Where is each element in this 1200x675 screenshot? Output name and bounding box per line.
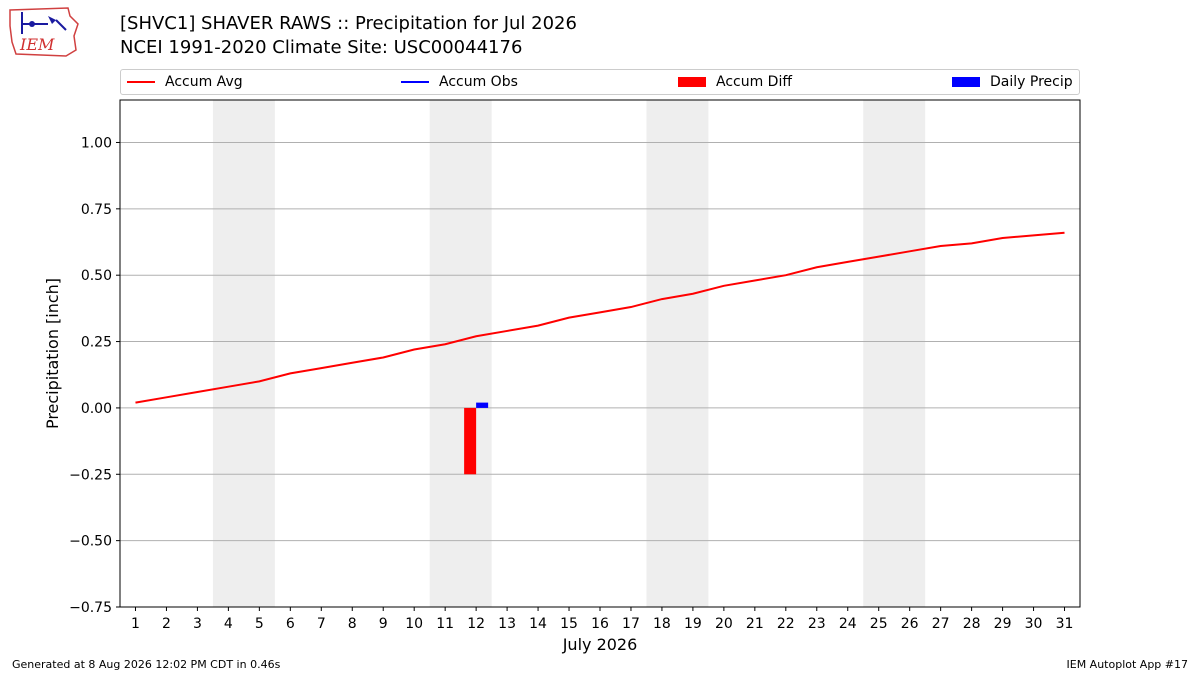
x-tick-label: 17 [622, 616, 640, 632]
x-tick-label: 4 [224, 616, 233, 632]
x-axis-label: July 2026 [562, 635, 638, 654]
x-tick-label: 10 [405, 616, 423, 632]
x-tick-label: 11 [436, 616, 454, 632]
legend-swatch [678, 77, 706, 87]
x-tick-label: 26 [901, 616, 919, 632]
x-tick-label: 7 [317, 616, 326, 632]
x-tick-label: 22 [777, 616, 795, 632]
y-tick-label: −0.75 [69, 600, 112, 616]
x-tick-label: 19 [684, 616, 702, 632]
accum-diff-bar [464, 407, 477, 475]
x-tick-label: 24 [839, 616, 857, 632]
x-tick-label: 27 [932, 616, 950, 632]
legend-label: Accum Obs [439, 74, 518, 90]
x-tick-label: 15 [560, 616, 578, 632]
y-tick-label: −0.50 [69, 534, 112, 550]
legend-accum-diff: Accum Diff [678, 73, 792, 91]
y-axis-label: Precipitation [inch] [43, 278, 62, 429]
x-tick-label: 3 [193, 616, 202, 632]
plot-frame [119, 99, 1081, 608]
y-tick-label: 0.75 [81, 202, 112, 218]
x-tick-label: 30 [1025, 616, 1043, 632]
legend-accum-avg: Accum Avg [127, 73, 243, 91]
x-tick-label: 6 [286, 616, 295, 632]
legend-swatch [127, 81, 155, 83]
title-line-1: [SHVC1] SHAVER RAWS :: Precipitation for… [120, 13, 577, 34]
weekend-band [646, 100, 709, 607]
x-tick-label: 20 [715, 616, 733, 632]
x-tick-label: 5 [255, 616, 264, 632]
legend-daily-precip: Daily Precip [952, 73, 1073, 91]
legend: Accum Avg Accum Obs Accum Diff Daily Pre… [120, 69, 1080, 95]
x-tick-label: 16 [591, 616, 609, 632]
logo-text: IEM [19, 35, 55, 54]
x-tick-label: 2 [162, 616, 171, 632]
y-tick-label: 0.25 [81, 335, 112, 351]
x-tick-label: 28 [963, 616, 981, 632]
y-tick-label: 0.00 [81, 401, 112, 417]
legend-label: Accum Avg [165, 74, 243, 90]
legend-accum-obs: Accum Obs [401, 73, 518, 91]
daily-precip-bar [476, 402, 489, 408]
x-tick-label: 13 [498, 616, 516, 632]
x-tick-label: 29 [994, 616, 1012, 632]
legend-swatch [401, 81, 429, 83]
legend-label: Daily Precip [990, 74, 1073, 90]
x-tick-label: 14 [529, 616, 547, 632]
weekend-band [212, 100, 275, 607]
weekend-band [429, 100, 492, 607]
app-label: IEM Autoplot App #17 [1066, 658, 1189, 671]
iem-logo: IEM [8, 6, 80, 58]
x-tick-label: 25 [870, 616, 888, 632]
chart-title: [SHVC1] SHAVER RAWS :: Precipitation for… [120, 12, 577, 60]
x-tick-label: 9 [379, 616, 388, 632]
legend-swatch [952, 77, 980, 87]
x-tick-label: 8 [348, 616, 357, 632]
x-tick-label: 18 [653, 616, 671, 632]
generated-timestamp: Generated at 8 Aug 2026 12:02 PM CDT in … [12, 658, 281, 671]
x-tick-label: 31 [1056, 616, 1074, 632]
y-tick-label: −0.25 [69, 467, 112, 483]
y-tick-label: 0.50 [81, 268, 112, 284]
weekend-band [863, 100, 926, 607]
x-tick-label: 1 [131, 616, 140, 632]
legend-label: Accum Diff [716, 74, 793, 90]
y-tick-label: 1.00 [81, 135, 112, 151]
title-line-2: NCEI 1991-2020 Climate Site: USC00044176 [120, 37, 523, 58]
x-tick-label: 12 [467, 616, 485, 632]
x-tick-label: 21 [746, 616, 764, 632]
x-tick-label: 23 [808, 616, 826, 632]
